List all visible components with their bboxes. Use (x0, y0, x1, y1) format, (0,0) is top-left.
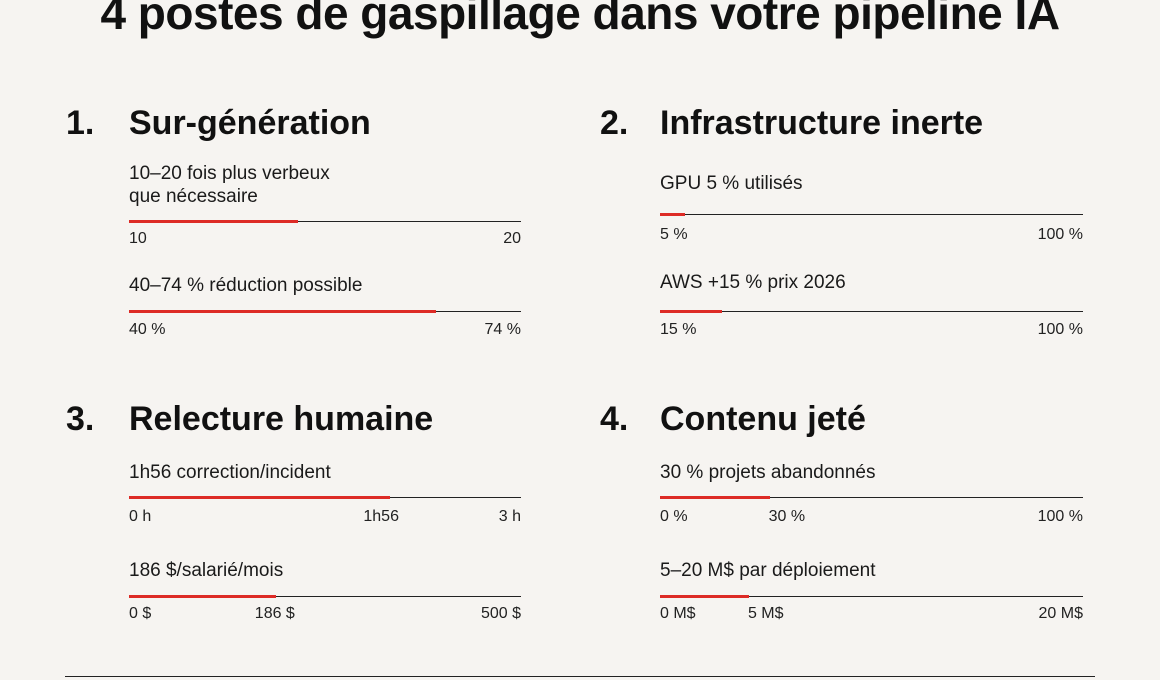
divider (65, 676, 1095, 677)
tick-label: 40 % (129, 321, 166, 338)
tick-label: 74 % (484, 321, 521, 338)
metric-label: 1h56 correction/incident (129, 462, 331, 483)
tick-label: 1h56 (363, 508, 399, 525)
section-number: 4. (600, 400, 629, 438)
track (660, 214, 1083, 215)
tick-label: 20 M$ (1038, 605, 1083, 622)
section-number: 3. (66, 400, 95, 438)
bar (660, 595, 749, 598)
metric-label: AWS +15 % prix 2026 (660, 272, 846, 293)
tick-label: 100 % (1037, 321, 1083, 338)
tick-label: 0 M$ (660, 605, 696, 622)
tick-label: 0 $ (129, 605, 152, 622)
metric-label: 30 % projets abandonnés (660, 462, 876, 483)
metric-label: 10–20 fois plus verbeux que nécessaire (129, 163, 330, 207)
bar (129, 595, 276, 598)
section-heading: Sur-génération (129, 104, 371, 142)
bar (129, 220, 298, 223)
section-heading: Infrastructure inerte (660, 104, 984, 142)
section-number: 2. (600, 104, 629, 142)
track (660, 596, 1083, 597)
track (129, 221, 521, 222)
track (129, 596, 521, 597)
bar (660, 310, 723, 313)
bar (129, 496, 391, 499)
metric-label: 5–20 M$ par déploiement (660, 560, 876, 581)
tick-label: 30 % (768, 508, 806, 525)
tick-label: 10 (129, 230, 147, 247)
tick-label: 500 $ (480, 605, 521, 622)
tick-label: 5 % (660, 226, 688, 243)
tick-label: 100 % (1037, 508, 1083, 525)
bar (660, 213, 685, 216)
tick-label: 15 % (660, 321, 697, 338)
tick-label: 0 h (129, 508, 152, 525)
section-number: 1. (66, 104, 95, 142)
metric-label: 186 $/salarié/mois (129, 560, 284, 581)
section-heading: Contenu jeté (660, 400, 866, 438)
tick-label: 3 h (498, 508, 521, 525)
bar (129, 310, 436, 313)
tick-label: 0 % (660, 508, 688, 525)
tick-label: 100 % (1037, 226, 1083, 243)
track (660, 311, 1083, 312)
tick-label: 5 M$ (747, 605, 784, 622)
tick-label: 186 $ (254, 605, 295, 622)
section-heading: Relecture humaine (129, 400, 434, 438)
bar (660, 496, 770, 499)
metric-label: 40–74 % réduction possible (129, 275, 363, 296)
tick-label: 20 (503, 230, 521, 247)
track (660, 497, 1083, 498)
metric-label: GPU 5 % utilisés (660, 173, 803, 194)
title: 4 postes de gaspillage dans votre pipeli… (100, 0, 1060, 39)
